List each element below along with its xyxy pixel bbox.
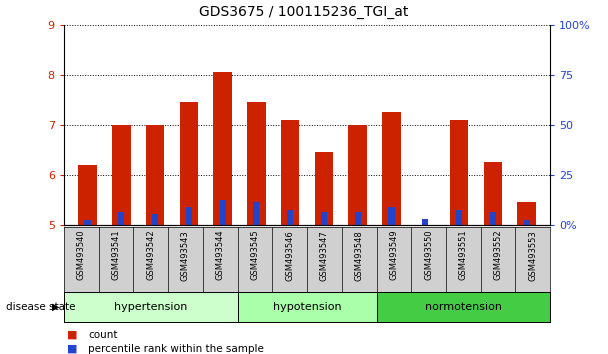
Bar xyxy=(146,125,164,225)
Bar xyxy=(456,210,462,225)
Text: GSM493541: GSM493541 xyxy=(111,230,120,280)
Bar xyxy=(348,125,367,225)
Text: GSM493546: GSM493546 xyxy=(285,230,294,281)
Bar xyxy=(186,207,192,225)
Bar xyxy=(315,152,333,225)
Text: GSM493540: GSM493540 xyxy=(77,230,86,280)
Text: GSM493548: GSM493548 xyxy=(354,230,364,281)
Bar xyxy=(254,202,260,225)
Text: ▶: ▶ xyxy=(52,302,59,312)
Bar xyxy=(287,210,293,225)
Text: GSM493550: GSM493550 xyxy=(424,230,433,280)
Text: GSM493552: GSM493552 xyxy=(494,230,503,280)
Bar xyxy=(490,212,496,225)
Bar xyxy=(389,207,395,225)
Text: GSM493549: GSM493549 xyxy=(389,230,398,280)
Bar xyxy=(321,212,327,225)
Text: ■: ■ xyxy=(67,344,77,354)
Bar xyxy=(422,219,428,225)
Text: disease state: disease state xyxy=(6,302,75,312)
Bar xyxy=(152,214,158,225)
Text: hypertension: hypertension xyxy=(114,302,187,312)
Text: GSM493544: GSM493544 xyxy=(216,230,225,280)
Bar xyxy=(85,220,91,225)
Text: GSM493551: GSM493551 xyxy=(459,230,468,280)
Bar xyxy=(450,120,468,225)
Bar xyxy=(219,200,226,225)
Text: GSM493545: GSM493545 xyxy=(250,230,260,280)
Bar xyxy=(179,102,198,225)
Text: ■: ■ xyxy=(67,330,77,339)
Bar xyxy=(483,162,502,225)
Text: GSM493542: GSM493542 xyxy=(146,230,155,280)
Bar xyxy=(118,212,124,225)
Bar xyxy=(112,125,131,225)
Bar xyxy=(247,102,266,225)
Text: count: count xyxy=(88,330,118,339)
Text: hypotension: hypotension xyxy=(273,302,341,312)
Bar xyxy=(213,72,232,225)
Text: GSM493543: GSM493543 xyxy=(181,230,190,281)
Bar xyxy=(354,212,361,225)
Text: GSM493553: GSM493553 xyxy=(528,230,537,281)
Text: percentile rank within the sample: percentile rank within the sample xyxy=(88,344,264,354)
Text: normotension: normotension xyxy=(425,302,502,312)
Bar xyxy=(517,202,536,225)
Bar xyxy=(523,220,530,225)
Bar xyxy=(281,120,299,225)
Text: GSM493547: GSM493547 xyxy=(320,230,329,281)
Bar xyxy=(78,165,97,225)
Bar xyxy=(382,112,401,225)
Text: GDS3675 / 100115236_TGI_at: GDS3675 / 100115236_TGI_at xyxy=(199,5,409,19)
